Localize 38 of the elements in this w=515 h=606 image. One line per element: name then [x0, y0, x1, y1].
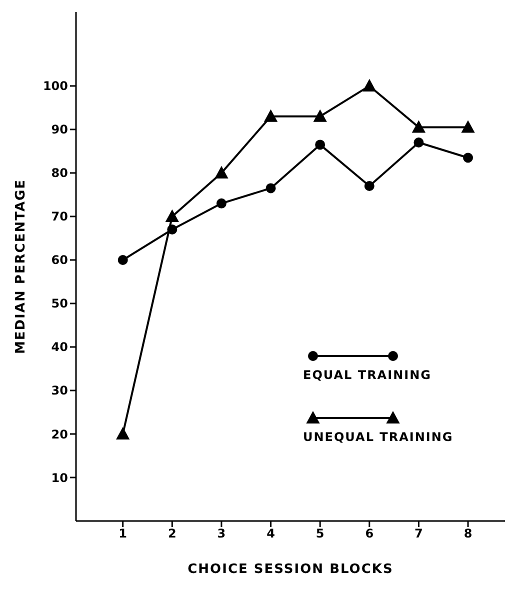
- point: [462, 120, 475, 133]
- y-tick-label: 20: [51, 427, 68, 442]
- point: [167, 224, 178, 235]
- x-tick-label: 4: [266, 526, 275, 541]
- point: [116, 427, 130, 440]
- x-tick-label: 8: [464, 526, 472, 541]
- point: [264, 110, 278, 122]
- y-tick-label: 30: [51, 384, 68, 398]
- point: [463, 152, 474, 163]
- point: [118, 254, 128, 265]
- y-tick-label: 90: [51, 122, 68, 137]
- x-tick-label: 5: [316, 526, 324, 541]
- point: [214, 166, 228, 178]
- point: [412, 120, 426, 133]
- x-tick-label: 1: [118, 526, 128, 541]
- x-tick-label: 7: [414, 526, 423, 541]
- y-tick-label: 40: [51, 340, 68, 354]
- y-tick-label: 60: [51, 253, 68, 268]
- y-tick-label: 10: [51, 470, 68, 485]
- x-tick-label: 6: [365, 526, 374, 541]
- y-tick-label: 70: [51, 210, 68, 224]
- legend-label: UNEQUAL TRAINING: [303, 430, 454, 444]
- legend-label: EQUAL TRAINING: [303, 368, 432, 382]
- y-tick-label: 100: [42, 79, 68, 94]
- point: [266, 183, 276, 194]
- y-tick-label: 50: [51, 296, 68, 311]
- point: [216, 198, 226, 208]
- point: [414, 138, 424, 148]
- point: [314, 110, 327, 122]
- x-tick-label: 3: [217, 526, 226, 541]
- point: [315, 140, 326, 150]
- y-axis-title: MEDIAN PERCENTAGE: [14, 178, 29, 354]
- point: [166, 210, 179, 222]
- x-axis-title: CHOICE SESSION BLOCKS: [188, 562, 394, 577]
- point: [362, 79, 376, 92]
- x-tick-label: 2: [168, 526, 176, 541]
- y-tick-label: 80: [51, 166, 68, 180]
- point: [364, 181, 374, 192]
